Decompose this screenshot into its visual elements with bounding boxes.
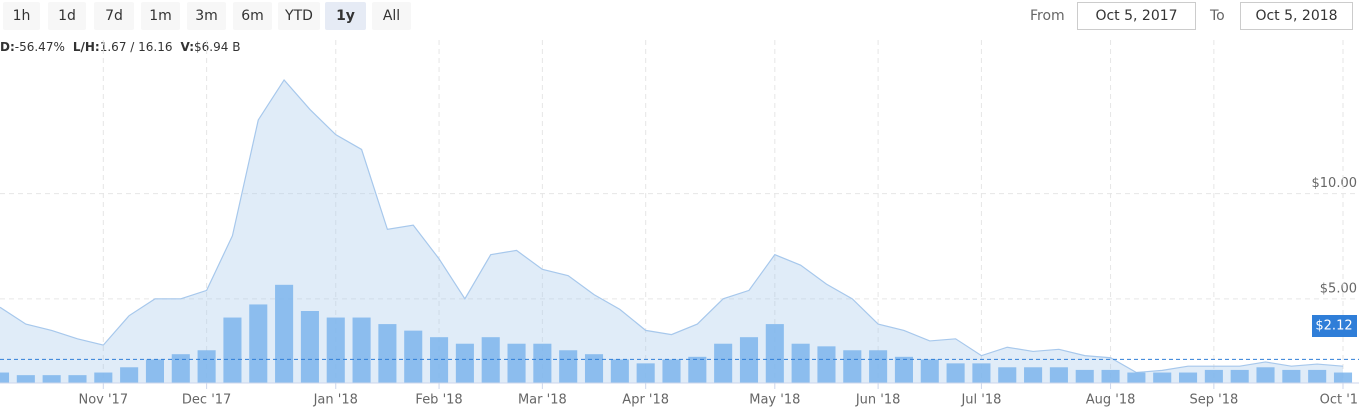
- volume-bar: [972, 363, 991, 383]
- volume-bar: [662, 359, 681, 383]
- volume-bar: [145, 359, 165, 383]
- x-tick-label: Dec '17: [182, 393, 231, 408]
- x-tick-label: May '18: [749, 393, 800, 408]
- stat-value: $6.94 B: [194, 40, 241, 54]
- price-area: [0, 79, 1343, 383]
- volume-bar: [223, 317, 242, 383]
- volume-bar: [1153, 372, 1172, 383]
- volume-bar: [765, 324, 784, 383]
- volume-bar: [584, 354, 604, 383]
- volume-bar: [455, 343, 474, 383]
- volume-bar: [197, 350, 216, 383]
- from-input[interactable]: Oct 5, 2017: [1077, 2, 1196, 30]
- volume-bar: [533, 343, 552, 383]
- volume-bar: [430, 337, 449, 383]
- volume-bar: [1024, 367, 1043, 383]
- volume-bar: [946, 363, 965, 383]
- x-tick-label: Jan '18: [313, 393, 358, 408]
- volume-bar: [791, 343, 810, 383]
- volume-bar: [378, 324, 397, 383]
- range-button[interactable]: All: [372, 2, 411, 30]
- y-tick-label: $10.00: [1312, 176, 1358, 191]
- volume-bar: [1308, 369, 1327, 383]
- volume-bar: [1333, 372, 1353, 383]
- volume-bar: [636, 363, 655, 383]
- range-button[interactable]: 1h: [3, 2, 40, 30]
- range-button[interactable]: YTD: [278, 2, 320, 30]
- volume-bar: [688, 356, 707, 383]
- to-label: To: [1210, 8, 1225, 24]
- from-label: From: [1030, 8, 1065, 24]
- x-tick-label: Mar '18: [518, 393, 567, 408]
- last-price-box: [1312, 315, 1357, 337]
- volume-bar: [1049, 367, 1068, 383]
- volume-bar: [0, 372, 10, 383]
- volume-bar: [249, 304, 268, 383]
- volume-bar: [714, 343, 733, 383]
- stat-value: 1.67 / 16.16: [99, 40, 173, 54]
- volume-bar: [1101, 369, 1120, 383]
- volume-bar: [739, 337, 759, 383]
- volume-bar: [843, 350, 862, 383]
- volume-bar: [1282, 369, 1301, 383]
- range-button[interactable]: 7d: [94, 2, 134, 30]
- stat-label: D:: [0, 40, 15, 54]
- volume-bar: [404, 330, 423, 383]
- x-tick-label: Sep '18: [1189, 393, 1238, 408]
- to-input[interactable]: Oct 5, 2018: [1240, 2, 1353, 30]
- volume-bar: [817, 346, 836, 383]
- volume-bar: [869, 350, 888, 383]
- volume-bar: [171, 354, 190, 383]
- x-tick-label: Apr '18: [622, 393, 669, 408]
- stat-label: L/H:: [72, 40, 100, 54]
- volume-bar: [326, 317, 345, 383]
- range-button[interactable]: 3m: [187, 2, 226, 30]
- range-button[interactable]: 1y: [325, 2, 366, 30]
- stat-value: -56.47%: [14, 40, 65, 54]
- volume-bar: [507, 343, 526, 383]
- volume-bar: [275, 284, 294, 383]
- volume-bar: [68, 375, 87, 383]
- volume-bar: [1178, 372, 1198, 383]
- volume-bar: [300, 310, 319, 383]
- x-tick-label: Aug '18: [1086, 393, 1136, 408]
- volume-bar: [998, 367, 1017, 383]
- volume-bar: [16, 375, 35, 383]
- stat-label: V:: [180, 40, 195, 54]
- price-line: [0, 78, 1344, 374]
- x-tick-label: Jun '18: [855, 393, 901, 408]
- volume-bar: [920, 359, 939, 383]
- volume-bar: [120, 367, 139, 383]
- stats: D:-56.47% L/H:1.67 / 16.16 V:$6.94 B: [0, 40, 248, 54]
- range-button[interactable]: 1d: [48, 2, 86, 30]
- x-tick-label: Jul '18: [960, 393, 1001, 408]
- volume-bar: [1075, 369, 1094, 383]
- volume-bar: [352, 317, 371, 383]
- y-tick-label: $5.00: [1320, 281, 1357, 296]
- volume-bar: [1256, 367, 1275, 383]
- volume-bar: [559, 350, 578, 383]
- volume-bar: [894, 356, 913, 383]
- volume-bar: [94, 372, 113, 383]
- volume-bar: [1127, 372, 1146, 383]
- volume-bar: [42, 375, 61, 383]
- range-button[interactable]: 1m: [141, 2, 180, 30]
- last-price-label: $2.12: [1315, 319, 1352, 334]
- x-tick-label: Nov '17: [78, 393, 128, 408]
- volume-bar: [1204, 369, 1223, 383]
- x-tick-label: Feb '18: [415, 393, 462, 408]
- range-button[interactable]: 6m: [233, 2, 272, 30]
- volume-bar: [481, 337, 500, 383]
- x-tick-label: Oct '18: [1320, 393, 1359, 408]
- volume-bar: [610, 359, 629, 383]
- volume-bar: [1230, 369, 1249, 383]
